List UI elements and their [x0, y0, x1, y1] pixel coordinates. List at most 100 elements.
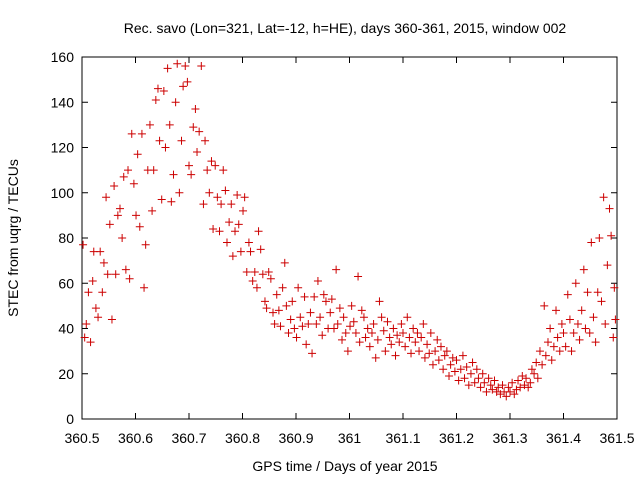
data-point [145, 120, 154, 129]
data-point [559, 329, 568, 338]
data-point [415, 347, 424, 356]
x-tick-label: 360.5 [64, 430, 99, 446]
data-point [163, 64, 172, 73]
y-axis-ticks: 0 20 40 60 80 100 120 140 160 [51, 49, 617, 427]
x-tick-label: 361.2 [439, 430, 474, 446]
data-point [591, 338, 600, 347]
x-tick-label: 360.8 [225, 430, 260, 446]
data-point [231, 227, 240, 236]
data-point [333, 319, 342, 328]
data-point [552, 306, 561, 315]
data-point [129, 179, 138, 188]
data-point [403, 313, 412, 322]
data-point [286, 315, 295, 324]
data-point [278, 283, 287, 292]
data-point [379, 326, 388, 335]
x-tick-label: 361.3 [492, 430, 527, 446]
data-point [185, 161, 193, 170]
data-point [555, 347, 564, 356]
data-point [526, 378, 535, 387]
data-point [565, 315, 574, 324]
data-point [149, 166, 158, 175]
data-point [292, 333, 301, 342]
data-point [225, 218, 234, 227]
data-point [284, 329, 293, 338]
data-point [389, 324, 398, 333]
data-point [357, 306, 366, 315]
data-point [502, 392, 511, 401]
data-point [601, 319, 610, 328]
data-point [522, 374, 531, 383]
data-point [197, 62, 206, 71]
y-tick-label: 0 [66, 411, 74, 427]
data-point [215, 227, 224, 236]
data-point [276, 322, 285, 331]
data-point [442, 347, 451, 356]
x-axis-label: GPS time / Days of year 2015 [252, 458, 437, 474]
data-point [462, 362, 471, 371]
x-tick-label: 360.6 [118, 430, 153, 446]
data-point [294, 283, 303, 292]
data-point [288, 297, 297, 306]
data-point [219, 166, 228, 175]
data-point [246, 247, 255, 256]
data-point [242, 267, 251, 276]
data-point [524, 383, 533, 392]
data-point [175, 188, 184, 197]
data-point [433, 335, 442, 344]
y-tick-label: 140 [51, 94, 75, 110]
data-point [494, 383, 503, 392]
data-point [533, 374, 542, 383]
data-point [346, 322, 355, 331]
data-point [553, 333, 562, 342]
data-point [236, 247, 245, 256]
data-point [530, 369, 539, 378]
data-point [347, 301, 356, 310]
data-point [233, 191, 242, 200]
data-point [508, 378, 517, 387]
data-point [124, 166, 133, 175]
data-point [321, 297, 330, 306]
data-point [290, 324, 299, 333]
data-point [79, 240, 88, 249]
data-point [201, 136, 210, 145]
data-point [413, 329, 422, 338]
data-point [488, 385, 497, 394]
data-point [84, 288, 93, 297]
data-point [466, 369, 475, 378]
data-point [458, 351, 467, 360]
data-point [440, 351, 449, 360]
data-point [88, 276, 97, 285]
data-point [512, 385, 521, 394]
data-point [169, 170, 178, 179]
data-point [107, 315, 116, 324]
data-point [436, 342, 445, 351]
data-point [385, 333, 394, 342]
data-point [254, 227, 263, 236]
data-point [151, 95, 160, 104]
data-point [546, 324, 555, 333]
data-point [547, 356, 556, 365]
data-point [133, 150, 142, 159]
data-point [318, 331, 327, 340]
data-point [419, 319, 428, 328]
data-point [121, 265, 130, 274]
data-point [310, 292, 319, 301]
data-point [264, 267, 273, 276]
data-point [532, 358, 541, 367]
data-point [272, 290, 281, 299]
data-point [589, 313, 598, 322]
data-point [472, 365, 481, 374]
chart-title: Rec. savo (Lon=321, Lat=-12, h=HE), days… [124, 20, 567, 36]
data-point [391, 351, 400, 360]
data-point [110, 181, 119, 190]
data-point [426, 329, 435, 338]
data-point [474, 374, 483, 383]
data-point [161, 143, 170, 152]
data-point [102, 193, 111, 202]
data-point [205, 188, 214, 197]
data-point [165, 120, 174, 129]
data-point [569, 329, 578, 338]
data-point [86, 338, 95, 347]
data-point [581, 324, 590, 333]
